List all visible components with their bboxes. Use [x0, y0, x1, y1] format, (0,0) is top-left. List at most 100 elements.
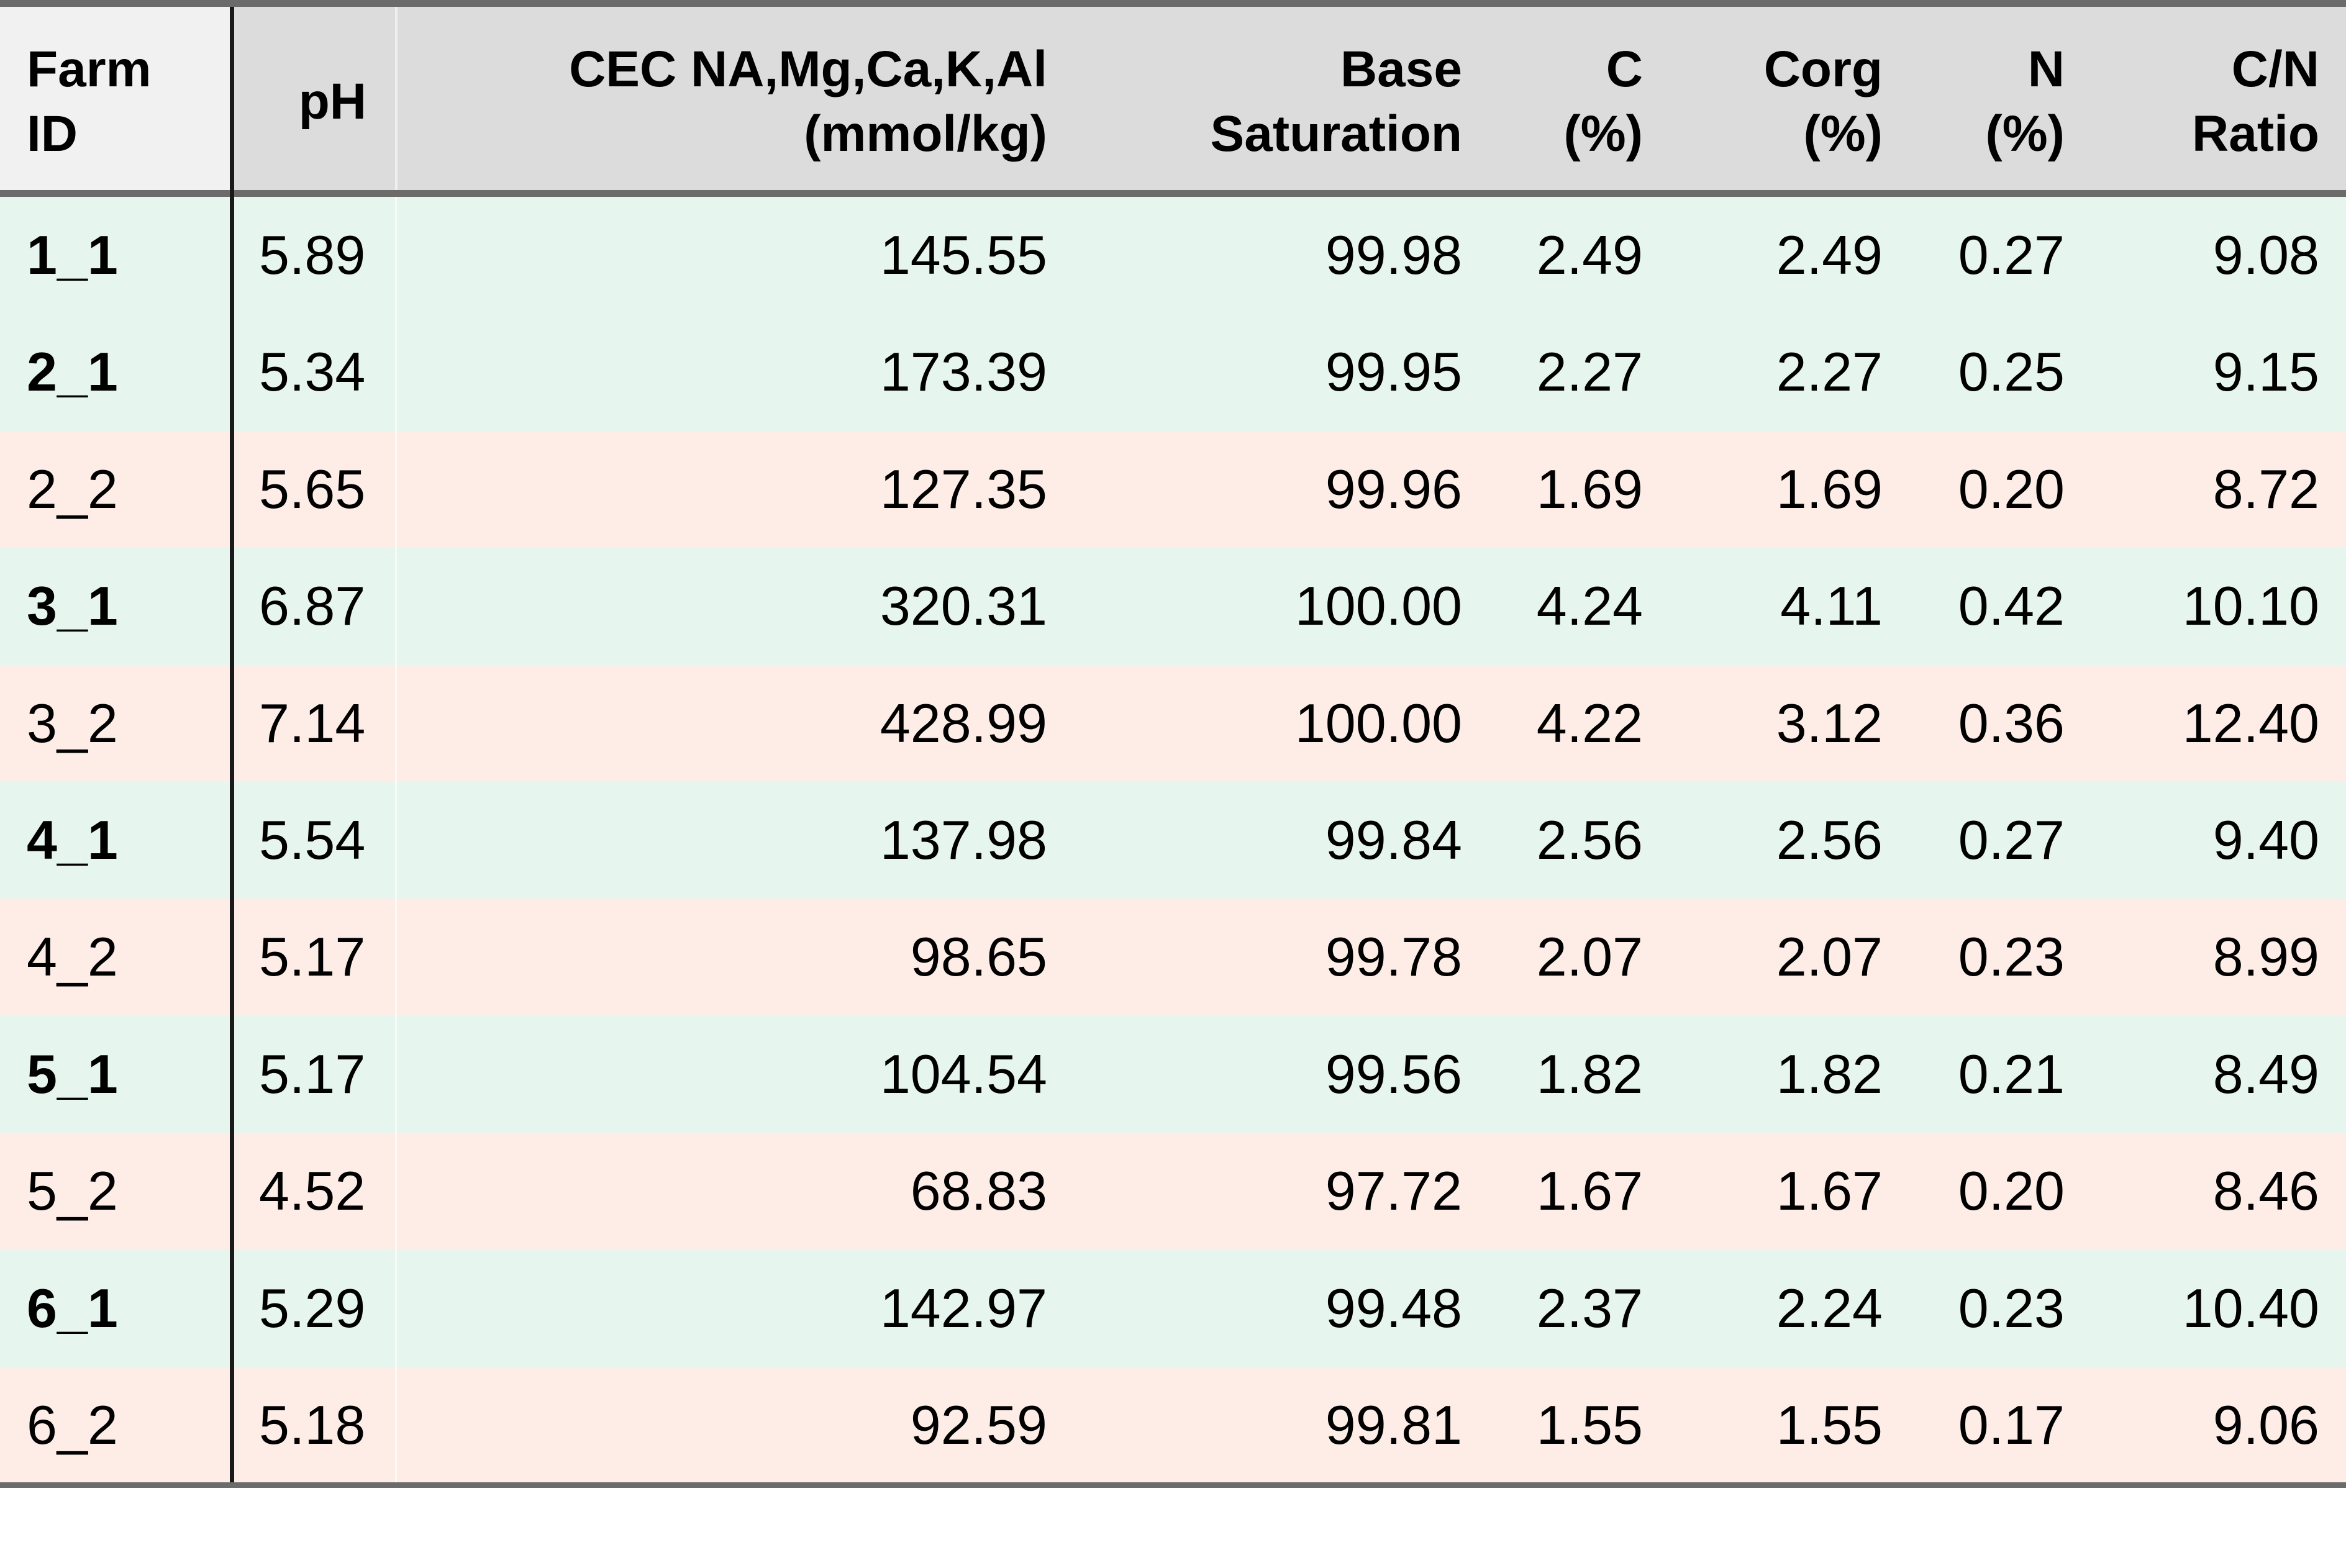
cell-value: 1.82	[1776, 1043, 1883, 1105]
cell-value: 9.06	[2212, 1394, 2319, 1456]
row-bg	[0, 1367, 2346, 1485]
farm-id: 6_1	[27, 1277, 118, 1339]
cell-value: 4.22	[1536, 692, 1643, 754]
row-bg	[0, 314, 2346, 432]
col-divider	[395, 1249, 397, 1367]
row-bg	[0, 430, 2346, 549]
cell-value: 100.00	[1294, 575, 1462, 637]
cell-value: 0.17	[1958, 1394, 2065, 1456]
farm-id: 3_1	[27, 575, 118, 637]
cell-value: 2.27	[1536, 341, 1643, 403]
cell-value: 0.36	[1958, 692, 2065, 754]
cell-value: 2.07	[1536, 926, 1643, 988]
cell-value: 0.25	[1958, 341, 2065, 403]
farm-id: 1_1	[27, 224, 118, 286]
cell-value: 7.14	[259, 692, 366, 754]
header-bg	[0, 7, 2346, 191]
row-bg	[0, 1249, 2346, 1367]
col-divider	[395, 899, 397, 1017]
cell-value: 6.87	[259, 575, 366, 637]
top-border	[0, 0, 2346, 7]
bottom-border	[0, 1482, 2346, 1489]
cell-value: 320.31	[880, 575, 1047, 637]
cell-value: 428.99	[880, 692, 1047, 754]
farm-id: 5_1	[27, 1043, 118, 1105]
cell-value: 1.55	[1536, 1394, 1643, 1456]
header-first-cell	[0, 7, 232, 191]
cell-value: 137.98	[880, 809, 1047, 871]
cell-value: 1.67	[1776, 1160, 1883, 1222]
cell-value: 1.67	[1536, 1160, 1643, 1222]
cell-value: 0.27	[1958, 809, 2065, 871]
cell-value: 8.49	[2212, 1043, 2319, 1105]
cell-value: 127.35	[880, 458, 1047, 520]
cell-value: 1.82	[1536, 1043, 1643, 1105]
cell-value: 5.34	[259, 341, 366, 403]
cell-value: 0.20	[1958, 1160, 2065, 1222]
cell-value: 0.42	[1958, 575, 2065, 637]
row-bg	[0, 197, 2346, 315]
cell-value: 99.48	[1325, 1277, 1462, 1339]
cell-value: 99.98	[1325, 224, 1462, 286]
farm-id: 2_2	[27, 458, 118, 520]
column-header: C (%)	[1563, 41, 1643, 162]
cell-value: 1.69	[1536, 458, 1643, 520]
cell-value: 99.56	[1325, 1043, 1462, 1105]
row-bg	[0, 782, 2346, 900]
cell-value: 99.96	[1325, 458, 1462, 520]
farm-id: 4_1	[27, 809, 118, 871]
cell-value: 12.40	[2182, 692, 2319, 754]
cell-value: 2.49	[1776, 224, 1883, 286]
column-header: N (%)	[1985, 41, 2065, 162]
cell-value: 0.21	[1958, 1043, 2065, 1105]
column-header: CEC NA,Mg,Ca,K,Al (mmol/kg)	[569, 41, 1047, 162]
cell-value: 5.17	[259, 1043, 366, 1105]
row-bg	[0, 664, 2346, 782]
farm-id: 2_1	[27, 341, 118, 403]
column-header: Base Saturation	[1210, 41, 1462, 162]
header-light-divider	[395, 7, 398, 191]
column-header: pH	[298, 73, 366, 130]
cell-value: 10.40	[2182, 1277, 2319, 1339]
cell-value: 5.89	[259, 224, 366, 286]
farm-id: 4_2	[27, 926, 118, 988]
column-header: Farm ID	[27, 41, 152, 162]
cell-value: 2.37	[1536, 1277, 1643, 1339]
col-divider	[395, 1015, 397, 1134]
cell-value: 5.18	[259, 1394, 366, 1456]
cell-value: 2.27	[1776, 341, 1883, 403]
id-divider	[230, 7, 234, 1484]
col-divider	[395, 548, 397, 666]
cell-value: 145.55	[880, 224, 1047, 286]
cell-value: 0.23	[1958, 1277, 2065, 1339]
cell-value: 97.72	[1325, 1160, 1462, 1222]
farm-id: 6_2	[27, 1394, 118, 1456]
cell-value: 2.56	[1776, 809, 1883, 871]
cell-value: 2.49	[1536, 224, 1643, 286]
cell-value: 173.39	[880, 341, 1047, 403]
cell-value: 5.17	[259, 926, 366, 988]
cell-value: 4.24	[1536, 575, 1643, 637]
cell-value: 5.54	[259, 809, 366, 871]
col-divider	[395, 314, 397, 432]
cell-value: 1.69	[1776, 458, 1883, 520]
row-bg	[0, 1015, 2346, 1134]
col-divider	[395, 782, 397, 900]
cell-value: 2.56	[1536, 809, 1643, 871]
cell-value: 92.59	[910, 1394, 1047, 1456]
cell-value: 5.29	[259, 1277, 366, 1339]
cell-value: 3.12	[1776, 692, 1883, 754]
cell-value: 9.08	[2212, 224, 2319, 286]
cell-value: 0.27	[1958, 224, 2065, 286]
row-bg	[0, 1133, 2346, 1251]
cell-value: 8.99	[2212, 926, 2319, 988]
cell-value: 8.72	[2212, 458, 2319, 520]
cell-value: 0.20	[1958, 458, 2065, 520]
col-divider	[395, 430, 397, 549]
cell-value: 4.52	[259, 1160, 366, 1222]
cell-value: 9.15	[2212, 341, 2319, 403]
cell-value: 1.55	[1776, 1394, 1883, 1456]
col-divider	[395, 1133, 397, 1251]
row-bg	[0, 548, 2346, 666]
